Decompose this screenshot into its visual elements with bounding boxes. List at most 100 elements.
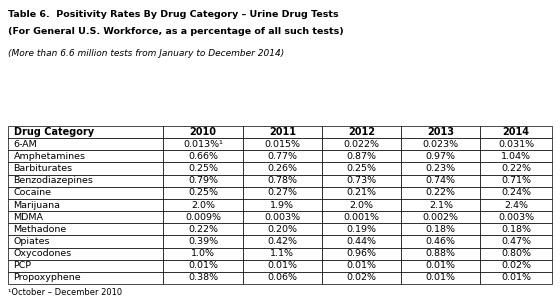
Bar	[480, 223, 552, 235]
Text: 0.42%: 0.42%	[267, 237, 297, 246]
Text: 0.73%: 0.73%	[347, 176, 377, 185]
Bar	[322, 162, 401, 175]
Bar	[242, 248, 322, 260]
Text: Barbiturates: Barbiturates	[13, 164, 73, 173]
Text: 0.79%: 0.79%	[188, 176, 218, 185]
Text: 0.38%: 0.38%	[188, 274, 218, 283]
Bar	[401, 175, 480, 187]
Bar	[164, 126, 242, 138]
Text: 0.023%: 0.023%	[423, 140, 459, 149]
Bar	[8, 162, 164, 175]
Text: 0.01%: 0.01%	[501, 274, 531, 283]
Bar	[322, 126, 401, 138]
Text: PCP: PCP	[13, 261, 31, 270]
Text: 0.87%: 0.87%	[347, 152, 376, 161]
Bar	[164, 187, 242, 199]
Bar	[242, 223, 322, 235]
Bar	[401, 162, 480, 175]
Bar	[8, 187, 164, 199]
Bar	[164, 260, 242, 272]
Text: 0.66%: 0.66%	[188, 152, 218, 161]
Text: 0.02%: 0.02%	[501, 261, 531, 270]
Bar	[164, 272, 242, 284]
Text: Oxycodones: Oxycodones	[13, 249, 72, 258]
Text: 0.26%: 0.26%	[267, 164, 297, 173]
Bar	[242, 150, 322, 162]
Text: 2012: 2012	[348, 127, 375, 137]
Bar	[401, 138, 480, 150]
Bar	[8, 138, 164, 150]
Bar	[164, 138, 242, 150]
Bar	[242, 235, 322, 248]
Text: 0.18%: 0.18%	[501, 225, 531, 234]
Text: 0.39%: 0.39%	[188, 237, 218, 246]
Bar	[322, 211, 401, 223]
Text: 0.77%: 0.77%	[267, 152, 297, 161]
Bar	[164, 248, 242, 260]
Text: Drug Category: Drug Category	[13, 127, 94, 137]
Text: 1.04%: 1.04%	[501, 152, 531, 161]
Text: Methadone: Methadone	[13, 225, 67, 234]
Bar	[480, 211, 552, 223]
Text: 6-AM: 6-AM	[13, 140, 38, 149]
Text: Opiates: Opiates	[13, 237, 50, 246]
Bar	[242, 272, 322, 284]
Bar	[480, 138, 552, 150]
Bar	[8, 126, 164, 138]
Text: 0.25%: 0.25%	[188, 164, 218, 173]
Text: 0.78%: 0.78%	[267, 176, 297, 185]
Bar	[164, 235, 242, 248]
Bar	[8, 248, 164, 260]
Bar	[242, 260, 322, 272]
Text: Table 6.  Positivity Rates By Drug Category – Urine Drug Tests: Table 6. Positivity Rates By Drug Catego…	[8, 10, 339, 19]
Text: 0.21%: 0.21%	[347, 188, 376, 197]
Text: 1.1%: 1.1%	[270, 249, 295, 258]
Bar	[164, 211, 242, 223]
Bar	[242, 162, 322, 175]
Text: 0.20%: 0.20%	[267, 225, 297, 234]
Text: 0.24%: 0.24%	[501, 188, 531, 197]
Text: 0.22%: 0.22%	[188, 225, 218, 234]
Text: 0.22%: 0.22%	[426, 188, 456, 197]
Bar	[242, 175, 322, 187]
Bar	[8, 199, 164, 211]
Text: ¹October – December 2010: ¹October – December 2010	[8, 288, 122, 297]
Text: 0.96%: 0.96%	[347, 249, 376, 258]
Text: 0.18%: 0.18%	[426, 225, 456, 234]
Bar	[8, 235, 164, 248]
Bar	[242, 187, 322, 199]
Bar	[164, 162, 242, 175]
Text: 0.01%: 0.01%	[426, 274, 456, 283]
Text: 0.031%: 0.031%	[498, 140, 534, 149]
Text: 0.80%: 0.80%	[501, 249, 531, 258]
Bar	[480, 260, 552, 272]
Text: 2.1%: 2.1%	[429, 201, 453, 209]
Text: 0.23%: 0.23%	[426, 164, 456, 173]
Bar	[480, 248, 552, 260]
Bar	[8, 175, 164, 187]
Text: 0.01%: 0.01%	[267, 261, 297, 270]
Bar	[8, 260, 164, 272]
Text: Cocaine: Cocaine	[13, 188, 52, 197]
Text: 2.4%: 2.4%	[504, 201, 528, 209]
Bar	[8, 223, 164, 235]
Text: 0.01%: 0.01%	[426, 261, 456, 270]
Text: 0.02%: 0.02%	[347, 274, 376, 283]
Text: MDMA: MDMA	[13, 213, 44, 222]
Bar	[8, 150, 164, 162]
Text: 1.0%: 1.0%	[191, 249, 215, 258]
Text: 2010: 2010	[189, 127, 217, 137]
Text: 0.003%: 0.003%	[264, 213, 300, 222]
Bar	[480, 272, 552, 284]
Text: Benzodiazepines: Benzodiazepines	[13, 176, 94, 185]
Text: 0.71%: 0.71%	[501, 176, 531, 185]
Bar	[242, 211, 322, 223]
Text: Propoxyphene: Propoxyphene	[13, 274, 81, 283]
Bar	[8, 272, 164, 284]
Text: (More than 6.6 million tests from January to December 2014): (More than 6.6 million tests from Januar…	[8, 49, 284, 58]
Bar	[322, 187, 401, 199]
Bar	[401, 199, 480, 211]
Bar	[322, 199, 401, 211]
Text: 0.19%: 0.19%	[347, 225, 376, 234]
Text: 2.0%: 2.0%	[191, 201, 215, 209]
